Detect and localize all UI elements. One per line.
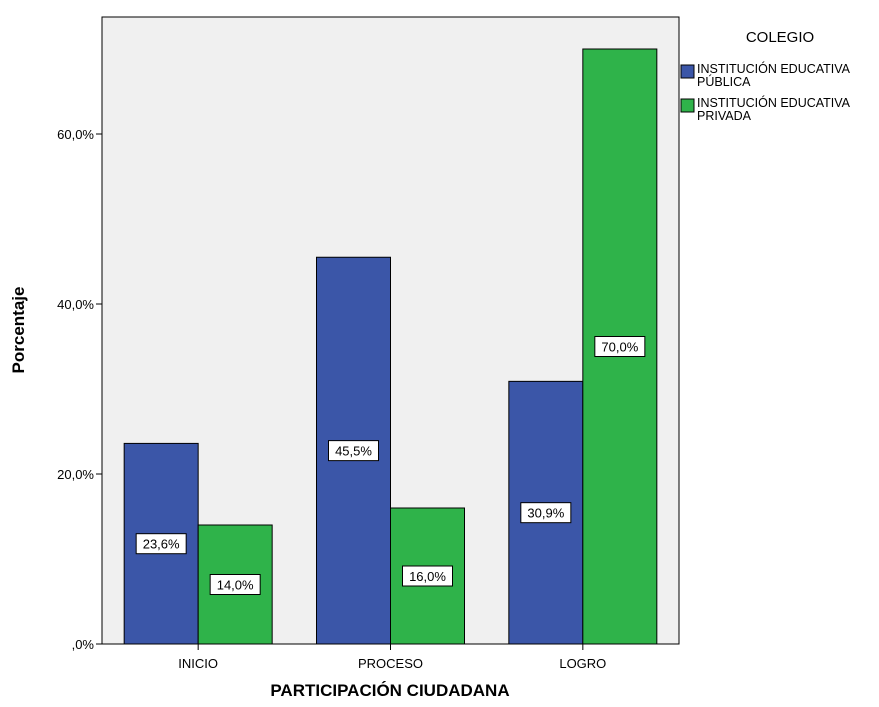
data-label: 70,0%	[601, 340, 638, 355]
data-label-box	[328, 440, 379, 462]
legend: COLEGIO INSTITUCIÓN EDUCATIVAPÚBLICAINST…	[680, 29, 851, 123]
data-label: 45,5%	[335, 444, 372, 459]
data-label-box	[209, 574, 261, 595]
y-tick-label: ,0%	[72, 637, 95, 652]
y-tick-label: 40,0%	[57, 297, 94, 312]
data-label-box	[135, 533, 187, 555]
data-label: 30,9%	[527, 506, 564, 521]
legend-label: PRIVADA	[697, 109, 752, 123]
legend-label: PÚBLICA	[697, 74, 751, 89]
legend-label: INSTITUCIÓN EDUCATIVA	[697, 95, 851, 110]
x-tick-label: INICIO	[178, 656, 218, 671]
data-label-box	[520, 502, 572, 524]
x-tick-label: LOGRO	[559, 656, 606, 671]
data-label: 16,0%	[409, 569, 446, 584]
legend-swatch-publica	[680, 64, 695, 79]
data-label-box	[594, 336, 646, 357]
data-label-box	[402, 565, 453, 587]
y-axis-title: Porcentaje	[9, 287, 28, 374]
legend-label: INSTITUCIÓN EDUCATIVA	[697, 61, 851, 76]
data-label: 14,0%	[217, 578, 254, 593]
y-tick-label: 60,0%	[57, 127, 94, 142]
y-tick-label: 20,0%	[57, 467, 94, 482]
legend-title: COLEGIO	[746, 29, 814, 46]
data-label: 23,6%	[143, 537, 180, 552]
x-tick-label: PROCESO	[358, 656, 423, 671]
x-axis-title: PARTICIPACIÓN CIUDADANA	[270, 681, 509, 700]
legend-swatch-privada	[680, 98, 695, 113]
